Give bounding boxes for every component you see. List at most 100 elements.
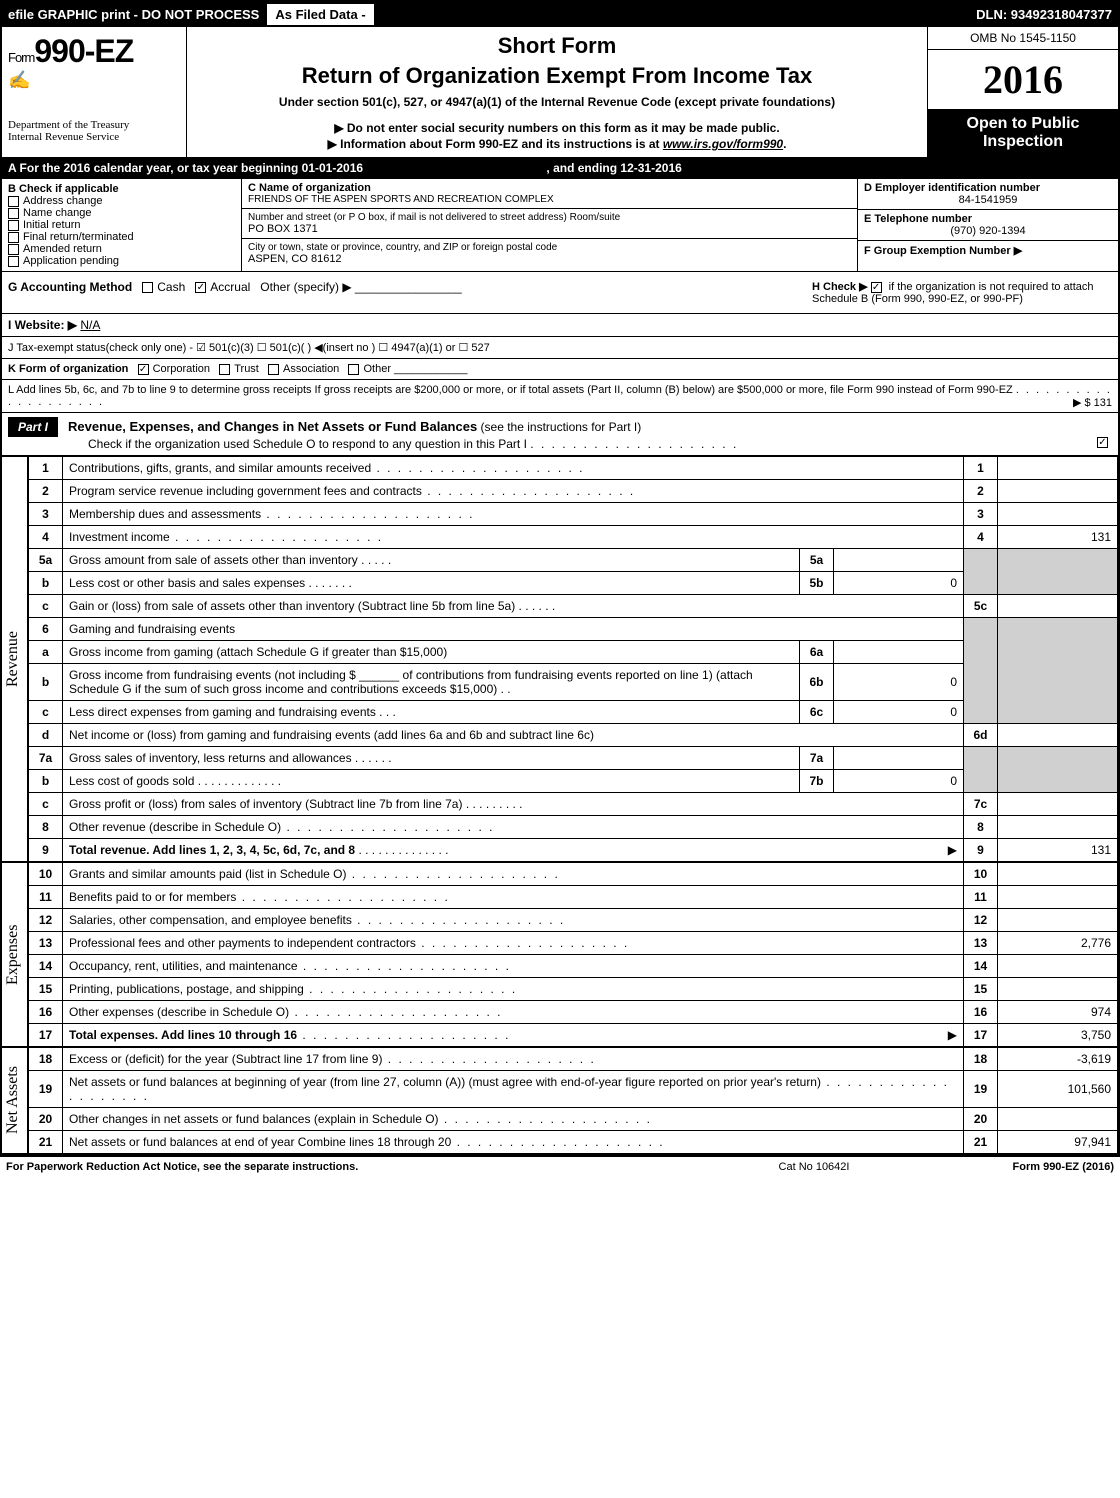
- footer: For Paperwork Reduction Act Notice, see …: [0, 1156, 1120, 1177]
- line-5c: cGain or (loss) from sale of assets othe…: [29, 595, 1118, 618]
- l19-num: 19: [29, 1071, 63, 1108]
- l5a-shade2: [998, 549, 1118, 595]
- l21-num: 21: [29, 1131, 63, 1154]
- l8-desc: Other revenue (describe in Schedule O): [69, 820, 281, 834]
- open-to-public: Open to Public Inspection: [928, 109, 1118, 157]
- chk-corp[interactable]: [138, 364, 149, 375]
- section-b-title: B Check if applicable: [8, 183, 235, 195]
- expenses-section: Expenses 10Grants and similar amounts pa…: [2, 862, 1118, 1047]
- line-12: 12Salaries, other compensation, and empl…: [29, 909, 1118, 932]
- l16-rnum: 16: [964, 1001, 998, 1024]
- l12-rnum: 12: [964, 909, 998, 932]
- line-10: 10Grants and similar amounts paid (list …: [29, 863, 1118, 886]
- part1-header-row: Part I Revenue, Expenses, and Changes in…: [2, 413, 1118, 456]
- l7c-val: [998, 793, 1118, 816]
- chk-h[interactable]: [871, 282, 882, 293]
- revenue-table: 1Contributions, gifts, grants, and simil…: [28, 456, 1118, 862]
- l7c-desc: Gross profit or (loss) from sales of inv…: [69, 797, 462, 811]
- l10-val: [998, 863, 1118, 886]
- chk-name-label: Name change: [23, 207, 92, 219]
- website-row: I Website: ▶ N/A: [2, 314, 1118, 337]
- addr-row: Number and street (or P O box, if mail i…: [242, 209, 857, 239]
- l6d-rnum: 6d: [964, 724, 998, 747]
- l18-val: -3,619: [998, 1048, 1118, 1071]
- chk-accrual[interactable]: [195, 282, 206, 293]
- netassets-body: 18Excess or (deficit) for the year (Subt…: [28, 1047, 1118, 1154]
- cash-label: Cash: [157, 280, 185, 294]
- chk-amended-label: Amended return: [23, 243, 102, 255]
- chk-other[interactable]: [348, 364, 359, 375]
- l9-num: 9: [29, 839, 63, 862]
- l16-val: 974: [998, 1001, 1118, 1024]
- department-line1: Department of the Treasury: [8, 119, 180, 131]
- top-bar: efile GRAPHIC print - DO NOT PROCESS As …: [2, 2, 1118, 27]
- l7a-shade2: [998, 747, 1118, 793]
- l16-num: 16: [29, 1001, 63, 1024]
- chk-pending-label: Application pending: [23, 255, 119, 267]
- chk-address[interactable]: Address change: [8, 195, 235, 207]
- l6a-il: 6a: [800, 641, 834, 664]
- section-a: A For the 2016 calendar year, or tax yea…: [2, 158, 1118, 179]
- l3-desc: Membership dues and assessments: [69, 507, 261, 521]
- c-label: C Name of organization: [248, 182, 851, 194]
- header-left: Form990-EZ ✍ Department of the Treasury …: [2, 27, 187, 157]
- l13-num: 13: [29, 932, 63, 955]
- l5c-desc: Gain or (loss) from sale of assets other…: [69, 599, 515, 613]
- chk-cash[interactable]: [142, 282, 153, 293]
- l19-desc: Net assets or fund balances at beginning…: [69, 1075, 821, 1089]
- addr-label: Number and street (or P O box, if mail i…: [248, 212, 851, 223]
- chk-amended[interactable]: Amended return: [8, 243, 235, 255]
- l15-val: [998, 978, 1118, 1001]
- line-19: 19 Net assets or fund balances at beginni…: [29, 1071, 1118, 1108]
- l15-desc: Printing, publications, postage, and shi…: [69, 982, 304, 996]
- l5b-desc: Less cost or other basis and sales expen…: [69, 576, 305, 590]
- org-name: FRIENDS OF THE ASPEN SPORTS AND RECREATI…: [248, 194, 851, 205]
- l10-desc: Grants and similar amounts paid (list in…: [69, 867, 346, 881]
- l7c-num: c: [29, 793, 63, 816]
- form-prefix: Form: [8, 50, 34, 65]
- gh-row: G Accounting Method Cash Accrual Other (…: [2, 272, 1118, 314]
- line-5a: 5aGross amount from sale of assets other…: [29, 549, 1118, 572]
- department-line2: Internal Revenue Service: [8, 131, 180, 143]
- short-form-label: Short Form: [197, 33, 917, 59]
- part1-sub: (see the instructions for Part I): [481, 420, 642, 434]
- l20-num: 20: [29, 1108, 63, 1131]
- l20-rnum: 20: [964, 1108, 998, 1131]
- l20-val: [998, 1108, 1118, 1131]
- line-20: 20Other changes in net assets or fund ba…: [29, 1108, 1118, 1131]
- l6c-num: c: [29, 701, 63, 724]
- line-6a: aGross income from gaming (attach Schedu…: [29, 641, 1118, 664]
- l6b-iv: 0: [834, 664, 964, 701]
- org-name-row: C Name of organization FRIENDS OF THE AS…: [242, 179, 857, 209]
- l14-val: [998, 955, 1118, 978]
- l9-rnum: 9: [964, 839, 998, 862]
- open-line1: Open to Public: [967, 115, 1080, 132]
- irs-link[interactable]: www.irs.gov/form990: [663, 137, 783, 151]
- chk-trust[interactable]: [219, 364, 230, 375]
- line-13: 13Professional fees and other payments t…: [29, 932, 1118, 955]
- trust-label: Trust: [234, 363, 259, 375]
- l4-desc: Investment income: [69, 530, 170, 544]
- l5a-shade: [964, 549, 998, 595]
- chk-name[interactable]: Name change: [8, 207, 235, 219]
- omb-number: OMB No 1545-1150: [928, 27, 1118, 50]
- form-note-1: ▶ Do not enter social security numbers o…: [197, 121, 917, 135]
- part1-checkbox[interactable]: [1097, 437, 1108, 448]
- chk-final[interactable]: Final return/terminated: [8, 231, 235, 243]
- l11-num: 11: [29, 886, 63, 909]
- city-value: ASPEN, CO 81612: [248, 253, 851, 265]
- netassets-side-label: Net Assets: [2, 1047, 28, 1154]
- chk-pending[interactable]: Application pending: [8, 255, 235, 267]
- l5a-num: 5a: [29, 549, 63, 572]
- chk-assoc[interactable]: [268, 364, 279, 375]
- h-section: H Check ▶ if the organization is not req…: [812, 280, 1112, 305]
- l1-rnum: 1: [964, 457, 998, 480]
- part1-title: Revenue, Expenses, and Changes in Net As…: [68, 419, 477, 434]
- expenses-side-label: Expenses: [2, 862, 28, 1047]
- chk-initial[interactable]: Initial return: [8, 219, 235, 231]
- l13-val: 2,776: [998, 932, 1118, 955]
- l7a-desc: Gross sales of inventory, less returns a…: [69, 751, 352, 765]
- l-text: L Add lines 5b, 6c, and 7b to line 9 to …: [8, 384, 1013, 396]
- l6d-desc: Net income or (loss) from gaming and fun…: [69, 728, 594, 742]
- l6-desc: Gaming and fundraising events: [69, 622, 235, 636]
